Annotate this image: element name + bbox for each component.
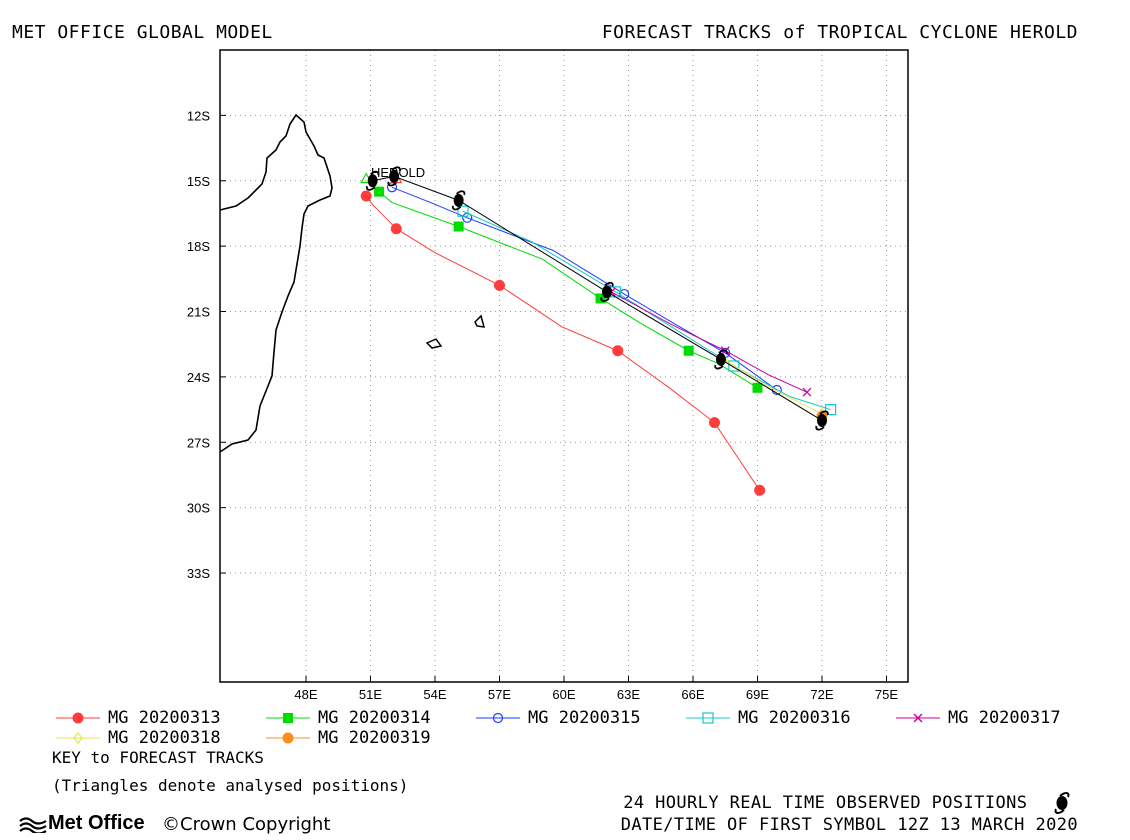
track-line-mg-20200316 [462, 210, 831, 411]
lon-tick-label: 60E [552, 687, 575, 700]
lon-tick-label: 69E [746, 687, 769, 700]
observed-positions [365, 166, 829, 431]
track-point [360, 190, 372, 202]
lon-tick-label: 57E [488, 687, 511, 700]
met-office-logo-text: Met Office [48, 812, 145, 834]
lon-tick-label: 66E [681, 687, 704, 700]
lat-tick-label: 27S [187, 435, 210, 450]
observed-label-text: 24 HOURLY REAL TIME OBSERVED POSITIONS [623, 793, 1028, 813]
legend-marker [283, 713, 293, 723]
track-line-mg-20200313 [365, 195, 761, 491]
lat-tick-label: 24S [187, 370, 210, 385]
track-point [374, 186, 385, 197]
track-point [390, 223, 402, 235]
legend-item: MG 20200316 [686, 708, 851, 728]
met-office-logo: Met Office [18, 812, 145, 835]
legend-label: MG 20200313 [108, 708, 221, 728]
legend-marker [913, 713, 923, 723]
copyright-notice: ©Crown Copyright [162, 814, 331, 835]
cyclone-symbol-icon [387, 166, 401, 187]
legend-item: MG 20200317 [896, 708, 1061, 728]
legend-swatch [266, 713, 310, 723]
legend-swatch [686, 712, 730, 724]
track-point [754, 484, 766, 496]
track-map: 48E 51E 54E 57E 60E 63E 66E 69E 72E 75E 12S 15S 18S 2… [187, 49, 909, 700]
legend-marker [73, 732, 83, 744]
madagascar-coastline [219, 113, 333, 453]
legend-label: MG 20200315 [528, 708, 641, 728]
coastline [219, 113, 486, 453]
legend-marker [492, 712, 504, 724]
legend-marker [282, 732, 294, 744]
copyright-text: Crown Copyright [180, 814, 331, 835]
chart-title-right: FORECAST TRACKS of TROPICAL CYCLONE HERO… [601, 22, 1078, 43]
legend-key-title: KEY to FORECAST TRACKS [52, 748, 264, 767]
legend-label: MG 20200319 [318, 728, 431, 748]
legend-swatch [476, 712, 520, 724]
legend-marker [72, 712, 84, 724]
lat-tick-label: 33S [187, 566, 210, 581]
track-line-mg-20200315 [391, 186, 778, 391]
track-line-mg-20200318 [722, 359, 823, 415]
cyclone-symbol-icon [1054, 792, 1070, 814]
legend-swatch [896, 713, 940, 723]
legend-item: MG 20200319 [266, 728, 431, 748]
lat-tick-label: 15S [187, 174, 210, 189]
track-point [728, 360, 740, 372]
met-office-logo-icon [19, 816, 47, 833]
cyclone-symbol-icon [600, 281, 614, 302]
lon-tick-label: 75E [875, 687, 898, 700]
track-point [683, 345, 694, 356]
legend-swatch [56, 732, 100, 744]
lat-tick-label: 21S [187, 305, 210, 320]
track-point [494, 279, 505, 291]
lon-tick-label: 48E [294, 687, 317, 700]
cyclone-symbol-icon [451, 190, 466, 211]
legend-item: MG 20200318 [56, 728, 221, 748]
legend-label: MG 20200314 [318, 708, 431, 728]
legend-item: MG 20200315 [476, 708, 641, 728]
cyclone-symbol-icon [815, 410, 829, 431]
track-point [752, 382, 763, 393]
track-point [802, 387, 812, 397]
legend: MG 20200313 MG 20200314 MG 20200315 MG 2020… [0, 708, 1130, 748]
track-point [709, 417, 720, 429]
map-grid [220, 50, 908, 682]
storm-label: HEROLD [371, 165, 425, 180]
forecast-tracks [360, 172, 837, 496]
legend-item: MG 20200313 [56, 708, 221, 728]
track-point [824, 403, 837, 416]
reunion-island [474, 314, 486, 328]
first-symbol-datetime: DATE/TIME OF FIRST SYMBOL 12Z 13 MARCH 2… [620, 815, 1078, 835]
legend-swatch [56, 712, 100, 724]
legend-label: MG 20200317 [948, 708, 1061, 728]
lon-tick-label: 54E [423, 687, 446, 700]
legend-marker [702, 712, 714, 724]
lat-tick-label: 12S [187, 108, 210, 123]
legend-key-note: (Triangles denote analysed positions) [52, 776, 409, 795]
cyclone-symbol-icon [365, 170, 380, 191]
cyclone-symbol-icon [714, 349, 728, 370]
track-point [457, 205, 469, 217]
lon-tick-label: 51E [359, 687, 382, 700]
lat-tick-label: 30S [187, 501, 210, 516]
mauritius-island [425, 338, 443, 349]
track-line-mg-20200314 [378, 191, 758, 389]
chart-title-left: MET OFFICE GLOBAL MODEL [12, 22, 273, 43]
track-point [453, 221, 464, 232]
legend-label: MG 20200316 [738, 708, 851, 728]
legend-item: MG 20200314 [266, 708, 431, 728]
lon-tick-label: 72E [810, 687, 833, 700]
legend-label: MG 20200318 [108, 728, 221, 748]
lon-tick-label: 63E [617, 687, 640, 700]
track-point [612, 345, 624, 357]
lat-tick-label: 18S [187, 239, 210, 254]
legend-swatch [266, 732, 310, 744]
observed-positions-label: 24 HOURLY REAL TIME OBSERVED POSITIONS [623, 790, 1078, 816]
axis-ticks: 48E 51E 54E 57E 60E 63E 66E 69E 72E 75E 12S 15S 18S 2… [187, 108, 899, 700]
